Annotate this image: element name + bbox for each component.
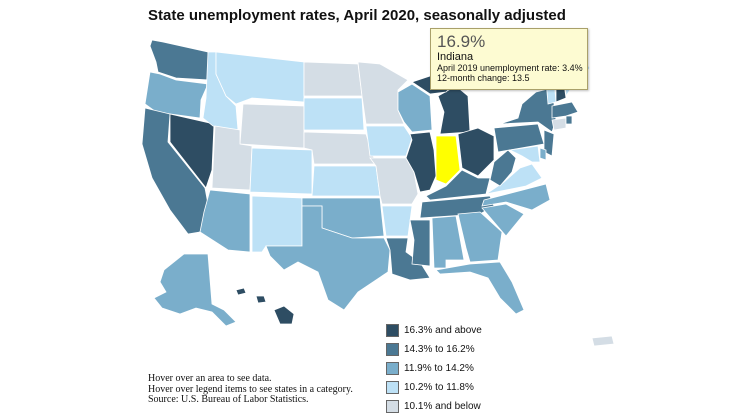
state-DE[interactable]: [539, 147, 547, 161]
state-AK[interactable]: [153, 253, 237, 327]
state-MI[interactable]: [437, 85, 471, 135]
state-OR[interactable]: [144, 71, 209, 119]
state-CT[interactable]: [551, 117, 567, 131]
map-notes: Hover over an area to see data. Hover ov…: [148, 373, 353, 406]
state-HI-3[interactable]: [235, 287, 247, 296]
state-OH[interactable]: [457, 127, 495, 177]
tooltip-state-name: Indiana: [437, 51, 474, 63]
state-SD[interactable]: [303, 97, 365, 131]
note-hover-area: Hover over an area to see data.: [148, 373, 272, 384]
legend-item-2[interactable]: 11.9% to 14.2%: [386, 361, 482, 376]
map-title: State unemployment rates, April 2020, se…: [148, 7, 566, 24]
legend-item-4[interactable]: 10.1% and below: [386, 399, 482, 414]
state-tooltip: 16.9% Indiana April 2019 unemployment ra…: [430, 28, 588, 90]
state-GA[interactable]: [457, 211, 503, 263]
legend-item-0[interactable]: 16.3% and above: [386, 323, 482, 338]
state-MS[interactable]: [409, 219, 431, 267]
state-UT[interactable]: [211, 125, 253, 191]
legend-label: 10.1% and below: [404, 401, 481, 412]
tooltip-rate: 16.9%: [437, 32, 486, 51]
legend-item-1[interactable]: 14.3% to 16.2%: [386, 342, 482, 357]
legend-item-3[interactable]: 10.2% to 11.8%: [386, 380, 482, 395]
state-WA[interactable]: [149, 39, 211, 81]
note-source: Source: U.S. Bureau of Labor Statistics.: [148, 394, 309, 405]
state-FL[interactable]: [435, 261, 525, 315]
state-MD[interactable]: [508, 145, 541, 163]
state-ND[interactable]: [303, 61, 363, 97]
state-VA[interactable]: [485, 163, 543, 195]
state-IN[interactable]: [435, 135, 461, 185]
legend-label: 10.2% to 11.8%: [404, 382, 474, 393]
legend-swatch: [386, 381, 399, 394]
state-WY[interactable]: [239, 103, 305, 149]
state-CO[interactable]: [249, 147, 313, 195]
legend-swatch: [386, 400, 399, 413]
legend-swatch: [386, 362, 399, 375]
legend-swatch: [386, 343, 399, 356]
state-HI-2[interactable]: [255, 295, 267, 304]
state-KY[interactable]: [425, 169, 491, 201]
state-MA[interactable]: [551, 101, 579, 119]
state-NC[interactable]: [481, 183, 551, 211]
state-MT[interactable]: [215, 51, 305, 105]
state-WI[interactable]: [397, 83, 433, 133]
state-NM[interactable]: [251, 195, 303, 253]
state-KS[interactable]: [311, 165, 381, 197]
state-AL[interactable]: [431, 215, 465, 269]
legend-label: 14.3% to 16.2%: [404, 344, 475, 355]
state-IA[interactable]: [365, 125, 413, 157]
state-NV[interactable]: [169, 113, 215, 189]
state-LA[interactable]: [385, 237, 431, 281]
tooltip-change: 12-month change: 13.5: [437, 73, 530, 83]
state-PR[interactable]: [591, 335, 615, 347]
tooltip-prior-rate: April 2019 unemployment rate: 3.4%: [437, 63, 583, 73]
map-legend: 16.3% and above 14.3% to 16.2% 11.9% to …: [386, 323, 482, 418]
state-HI[interactable]: [273, 305, 295, 325]
legend-swatch: [386, 324, 399, 337]
state-TX[interactable]: [265, 205, 391, 311]
state-SC[interactable]: [481, 203, 525, 237]
state-AR[interactable]: [381, 205, 413, 237]
state-NE[interactable]: [303, 131, 377, 165]
legend-label: 16.3% and above: [404, 325, 482, 336]
legend-label: 11.9% to 14.2%: [404, 363, 474, 374]
state-RI[interactable]: [565, 115, 573, 125]
state-IL[interactable]: [405, 131, 437, 193]
state-NJ[interactable]: [543, 129, 555, 157]
note-hover-legend: Hover over legend items to see states in…: [148, 383, 353, 395]
state-AZ[interactable]: [199, 189, 251, 253]
